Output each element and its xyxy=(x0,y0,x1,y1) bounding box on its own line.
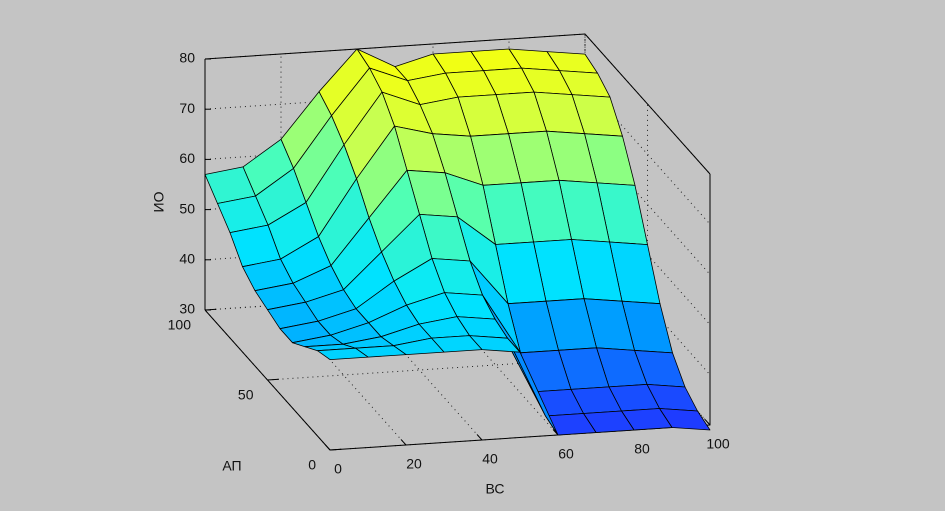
axis-box-edge xyxy=(204,33,586,60)
axis-box-edge xyxy=(584,33,711,175)
axis-box-edge xyxy=(204,309,331,451)
z-axis-label: ИО xyxy=(151,191,167,212)
x-tick-label: 20 xyxy=(406,456,422,472)
x-tick-label: 80 xyxy=(634,441,650,457)
x-tick xyxy=(400,439,407,446)
z-tick-label: 70 xyxy=(179,100,195,116)
z-tick-label: 60 xyxy=(179,150,195,166)
y-tick xyxy=(267,378,279,381)
x-tick-label: 0 xyxy=(334,461,342,477)
grid-line xyxy=(280,54,407,446)
x-tick-label: 40 xyxy=(482,451,498,467)
z-tick-label: 40 xyxy=(179,251,195,267)
y-axis-label: АП xyxy=(222,458,241,474)
y-tick-label: 0 xyxy=(308,457,316,473)
surface-patch xyxy=(317,347,369,361)
x-axis-label: ВС xyxy=(486,481,505,497)
x-tick xyxy=(476,434,483,441)
x-tick xyxy=(704,419,711,426)
x-tick-label: 60 xyxy=(558,446,574,462)
z-tick-label: 50 xyxy=(179,200,195,216)
y-tick xyxy=(204,308,217,311)
z-tick-label: 80 xyxy=(179,50,195,66)
x-tick-label: 100 xyxy=(706,436,730,452)
y-tick-label: 50 xyxy=(238,387,254,403)
z-tick-label: 30 xyxy=(179,301,195,317)
y-tick-label: 100 xyxy=(168,317,192,333)
